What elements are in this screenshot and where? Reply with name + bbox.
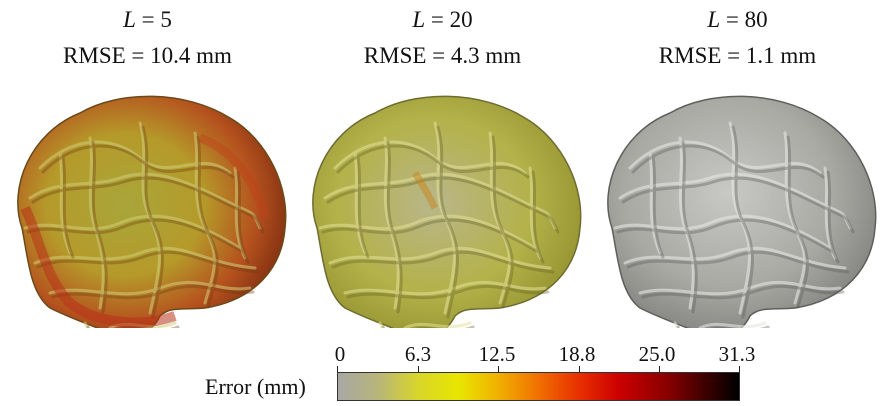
colorbar-tick: 18.8 bbox=[558, 342, 596, 366]
colorbar-tick: 0 bbox=[334, 342, 346, 366]
colorbar-label: Error (mm) bbox=[205, 374, 306, 399]
colorbar-tick: 6.3 bbox=[404, 342, 432, 366]
colorbar-tickmark bbox=[579, 366, 580, 372]
l-label: L = 80 bbox=[707, 7, 768, 32]
colorbar-gradient bbox=[337, 372, 740, 401]
panel-l80: L = 80 RMSE = 1.1 mm bbox=[590, 0, 885, 330]
brain-surface-image bbox=[607, 95, 877, 328]
brain-surface-image bbox=[312, 95, 582, 328]
colorbar-tickmark bbox=[739, 366, 740, 372]
colorbar-tickmark bbox=[659, 366, 660, 372]
brain-surface-image bbox=[17, 95, 287, 328]
rmse-label: RMSE = 4.3 mm bbox=[363, 43, 522, 68]
colorbar: Error (mm) 0 6.3 12.5 18.8 25.0 31.3 bbox=[0, 338, 885, 406]
colorbar-tickmark bbox=[418, 366, 419, 372]
panel-l20: L = 20 RMSE = 4.3 mm bbox=[295, 0, 590, 330]
rmse-label: RMSE = 10.4 mm bbox=[63, 43, 232, 68]
colorbar-tickmark bbox=[337, 366, 338, 372]
colorbar-tickmark bbox=[498, 366, 499, 372]
panel-l5: L = 5 RMSE = 10.4 mm bbox=[0, 0, 295, 330]
colorbar-tick: 31.3 bbox=[718, 342, 756, 366]
rmse-label: RMSE = 1.1 mm bbox=[658, 43, 817, 68]
colorbar-tick: 12.5 bbox=[478, 342, 516, 366]
colorbar-tick: 25.0 bbox=[638, 342, 676, 366]
l-label: L = 20 bbox=[412, 7, 473, 32]
l-label: L = 5 bbox=[123, 7, 172, 32]
